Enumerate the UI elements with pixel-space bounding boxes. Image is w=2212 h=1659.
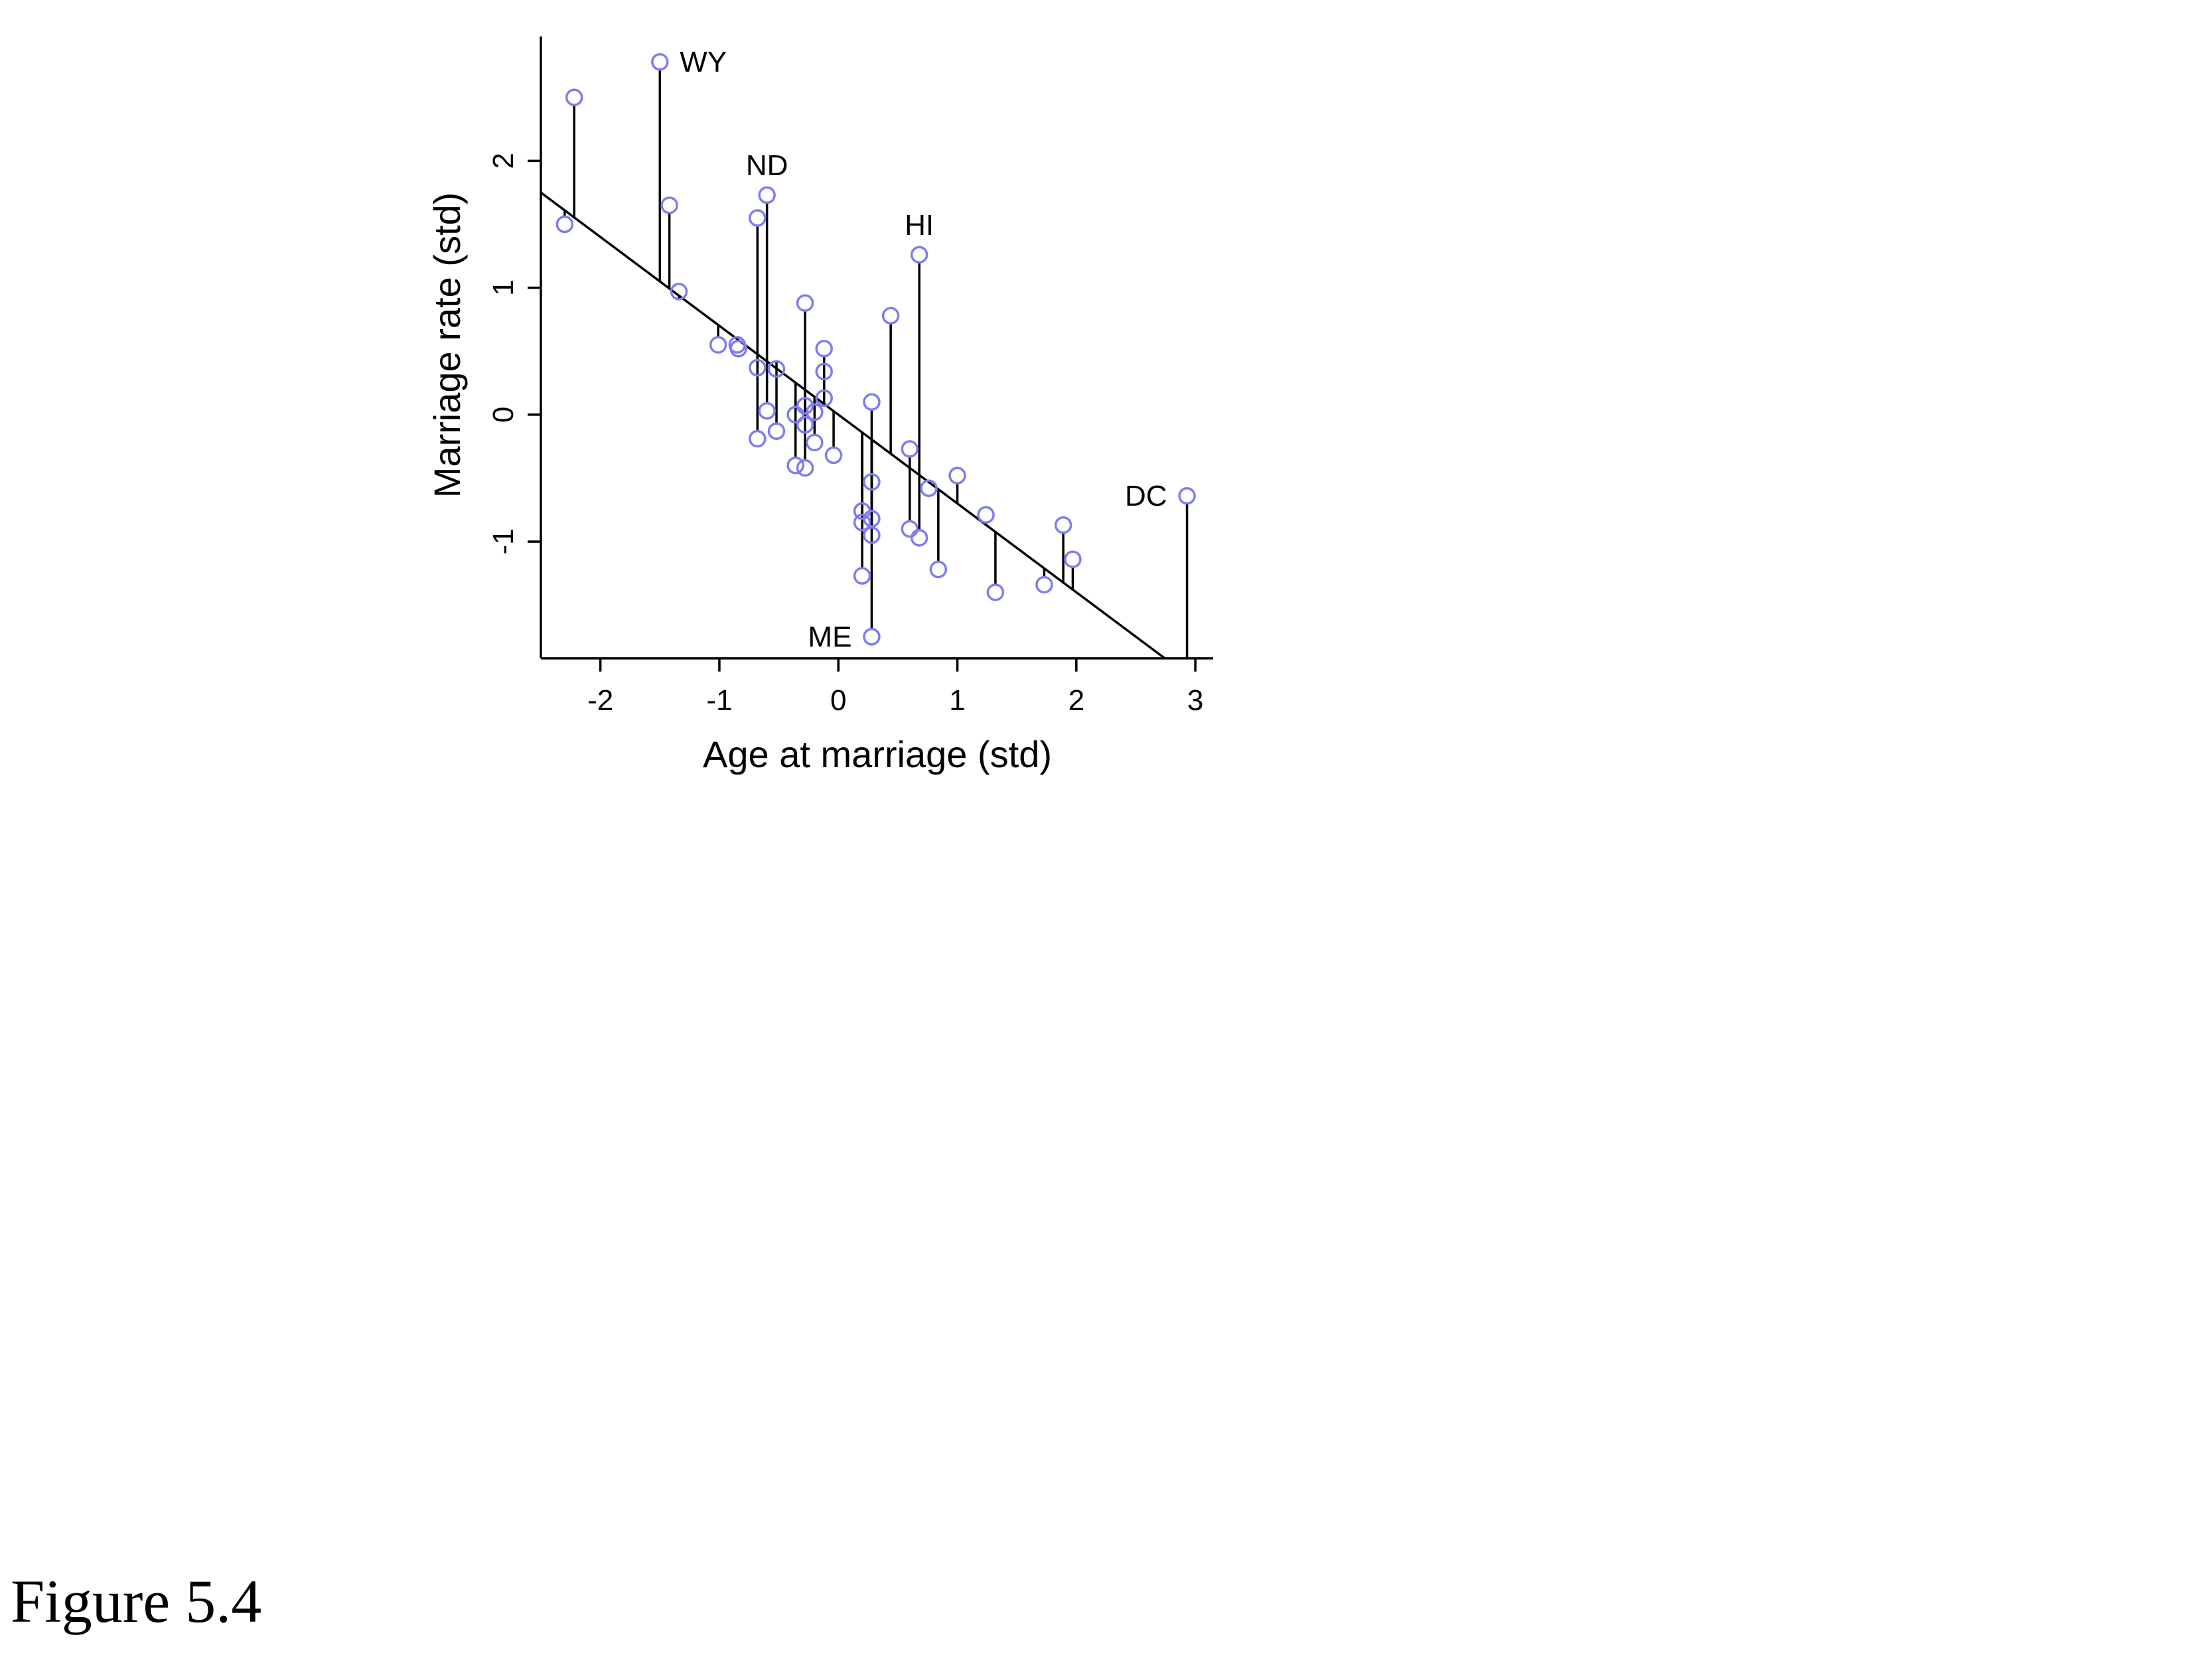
data-point — [863, 628, 881, 646]
data-point — [910, 246, 928, 264]
data-point — [786, 457, 804, 474]
data-point — [853, 567, 871, 585]
x-tick-label: 0 — [830, 684, 846, 717]
data-point — [901, 440, 919, 458]
data-point — [1054, 516, 1072, 534]
data-point — [806, 403, 824, 421]
data-points — [555, 52, 1196, 646]
data-point — [729, 340, 747, 358]
x-tick-label: 2 — [1069, 684, 1084, 717]
data-point — [920, 479, 938, 498]
data-point — [767, 360, 786, 378]
y-axis: -1 0 1 2 — [487, 36, 542, 658]
data-point — [1035, 575, 1053, 594]
data-point — [881, 307, 900, 325]
x-tick-label: 3 — [1187, 684, 1203, 717]
data-point — [758, 186, 776, 204]
point-label-wy: WY — [680, 46, 727, 78]
data-point — [749, 209, 767, 227]
x-axis-title: Age at marriage (std) — [703, 733, 1052, 775]
data-point — [815, 389, 833, 407]
point-annotations: WY ND ME HI DC — [680, 46, 1167, 653]
data-point — [815, 362, 833, 381]
scatter-chart: WY ND ME HI DC -2 -1 0 1 2 3 -1 0 1 2 Age at marriag… — [426, 36, 1213, 775]
data-point — [709, 336, 727, 354]
data-point — [796, 459, 814, 477]
data-point — [796, 294, 814, 312]
data-point — [796, 415, 814, 434]
data-point — [815, 340, 833, 358]
data-point — [910, 529, 928, 547]
regression-line-group — [540, 191, 1166, 660]
x-tick-label: -1 — [706, 684, 732, 717]
y-tick-label: 1 — [487, 279, 520, 295]
point-label-nd: ND — [746, 149, 788, 182]
data-point — [863, 393, 881, 411]
data-point — [749, 429, 767, 448]
data-point — [758, 401, 776, 420]
data-point — [853, 514, 871, 532]
x-tick-label: -2 — [587, 684, 613, 717]
data-point — [977, 506, 995, 524]
data-point — [555, 215, 574, 234]
data-point — [929, 560, 948, 579]
data-point — [749, 358, 767, 377]
data-point — [806, 433, 824, 452]
y-axis-title: Marriage rate (std) — [426, 192, 468, 498]
x-axis: -2 -1 0 1 2 3 — [541, 657, 1213, 717]
y-tick-label: 2 — [487, 153, 520, 169]
point-label-dc: DC — [1125, 480, 1167, 512]
data-point — [863, 472, 881, 491]
data-point — [660, 196, 678, 214]
y-tick-label: 0 — [487, 407, 520, 423]
data-point — [824, 446, 843, 465]
residual-segments — [563, 69, 1189, 658]
data-point — [767, 422, 786, 440]
data-point — [901, 520, 919, 538]
y-tick-label: -1 — [487, 529, 520, 555]
data-point — [863, 526, 881, 544]
data-point — [1178, 486, 1196, 505]
figure-caption: Figure 5.4 — [11, 1567, 262, 1635]
data-point — [651, 52, 669, 71]
data-point — [948, 467, 966, 484]
data-point — [786, 405, 804, 424]
data-point — [1064, 550, 1082, 569]
point-label-me: ME — [808, 620, 851, 653]
point-label-hi: HI — [905, 209, 934, 242]
regression-line — [540, 191, 1166, 660]
x-tick-label: 1 — [949, 684, 965, 717]
data-point — [565, 88, 583, 107]
data-point — [670, 283, 688, 301]
data-point — [863, 510, 881, 528]
data-point — [986, 583, 1005, 601]
